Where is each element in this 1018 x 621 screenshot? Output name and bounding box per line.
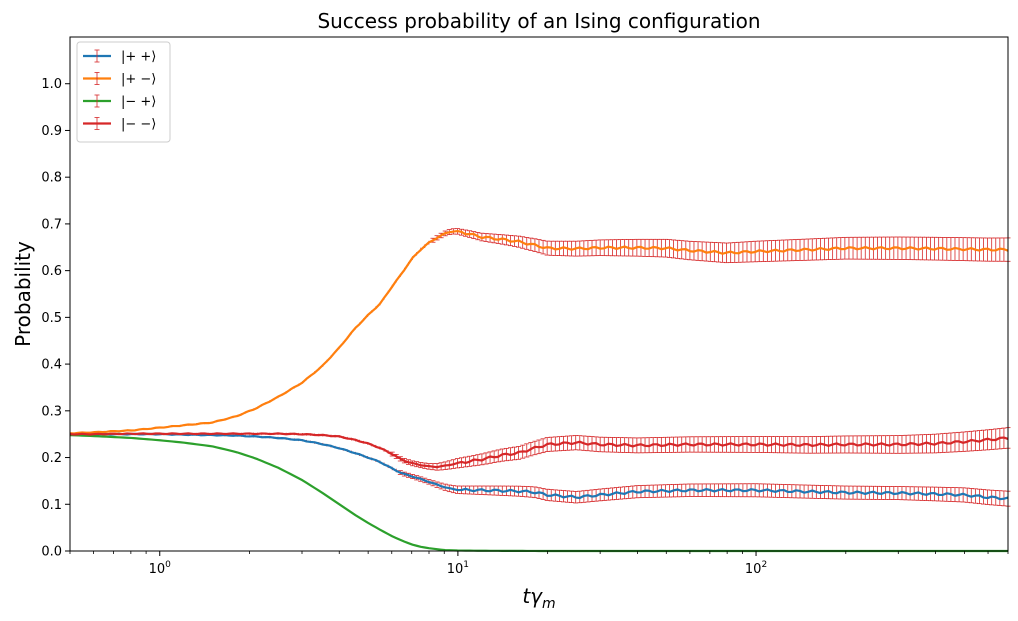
y-tick-label: 0.9 — [41, 124, 62, 139]
series-line-2 — [69, 229, 1009, 435]
y-axis-label: Probability — [11, 241, 35, 347]
y-tick-label: 0.1 — [41, 498, 62, 513]
x-tick-label: 101 — [447, 560, 469, 577]
legend-label: |+ +⟩ — [121, 50, 156, 65]
error-bars — [69, 228, 1011, 551]
y-tick-label: 0.7 — [41, 217, 62, 232]
x-axis-label-sub: m — [542, 596, 556, 612]
y-tick-label: 1.0 — [41, 77, 62, 92]
axes-frame — [69, 36, 1009, 552]
x-tick-label: 102 — [745, 560, 767, 577]
legend-box — [76, 41, 171, 143]
x-tick-label: 100 — [149, 560, 172, 577]
x-axis-label: tγm — [522, 584, 555, 612]
series-line-4 — [69, 432, 1009, 469]
y-axis: 0.0 0.1 0.2 0.3 0.4 0.5 0.6 0.7 0.8 0.9 1.0 — [41, 77, 70, 560]
y-tick-label: 0.2 — [41, 451, 62, 466]
y-tick-label: 0.6 — [41, 264, 62, 279]
x-axis-label-main: tγ — [522, 584, 543, 608]
legend-label: |− +⟩ — [121, 95, 156, 110]
y-tick-label: 0.3 — [41, 404, 62, 419]
x-axis: 100 101 102 — [69, 551, 1009, 577]
chart-title: Success probability of an Ising configur… — [317, 9, 760, 33]
y-tick-label: 0.4 — [41, 358, 62, 373]
legend-label: |+ −⟩ — [121, 72, 156, 87]
y-tick-label: 0.5 — [41, 311, 62, 326]
legend-label: |− −⟩ — [121, 117, 156, 132]
legend: |+ +⟩ |+ −⟩ |− +⟩ |− −⟩ — [76, 41, 171, 143]
y-tick-label: 0.0 — [41, 545, 62, 560]
series-line-1 — [69, 432, 1009, 501]
y-tick-label: 0.8 — [41, 171, 62, 186]
